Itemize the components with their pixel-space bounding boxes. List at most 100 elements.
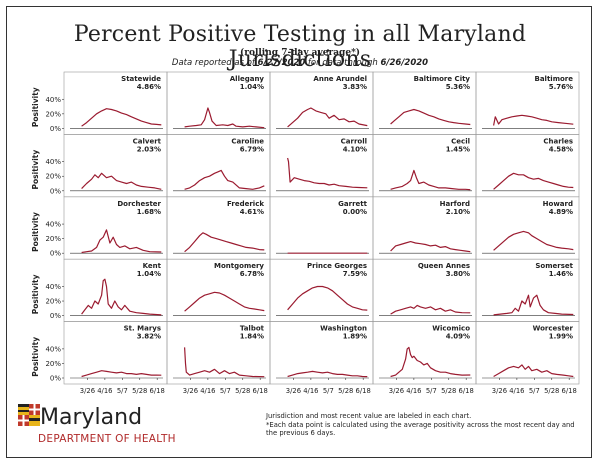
series-line <box>287 370 368 378</box>
x-tick-label: 6/18 <box>150 387 165 395</box>
panel-value: 4.10% <box>343 145 367 153</box>
series-line <box>81 370 162 378</box>
maryland-flag-icon <box>18 404 40 426</box>
series-line <box>287 285 368 311</box>
x-tick-label: 4/16 <box>200 387 215 395</box>
x-tick-label: 5/7 <box>323 387 334 395</box>
series-line <box>493 114 574 126</box>
y-tick-label: 0% <box>50 375 61 383</box>
x-tick-label: 3/26 <box>80 387 95 395</box>
y-tick-label: 20% <box>45 298 61 306</box>
x-tick-label: 5/28 <box>132 387 147 395</box>
y-tick-label: 20% <box>45 173 61 181</box>
panel-name: Baltimore <box>534 75 573 83</box>
y-tick-label: 40% <box>45 221 61 229</box>
series-line <box>493 364 574 378</box>
panel-name: Talbot <box>240 325 265 333</box>
x-tick-label: 5/7 <box>220 387 231 395</box>
panel-name: Carroll <box>341 137 367 145</box>
report-date: 6/27/2020 <box>257 58 306 68</box>
panel-value: 4.58% <box>549 145 573 153</box>
panel-value: 6.78% <box>240 270 264 278</box>
footnote: Jurisdiction and most recent value are l… <box>266 412 586 438</box>
panel-value: 1.46% <box>549 270 573 278</box>
x-tick-label: 5/28 <box>338 387 353 395</box>
panel-value: 3.80% <box>446 270 470 278</box>
y-axis-label: Positivity <box>31 150 40 190</box>
panel-value: 5.36% <box>446 83 470 91</box>
panel-name: Somerset <box>535 262 573 270</box>
x-tick-label: 3/26 <box>286 387 301 395</box>
panel-name: Wicomico <box>432 325 470 333</box>
series-line <box>493 294 574 316</box>
panel-name: Statewide <box>121 75 161 83</box>
y-tick-label: 40% <box>45 283 61 291</box>
y-tick-label: 40% <box>45 345 61 353</box>
page-subtitle: (rolling 7-day average*) <box>239 48 361 58</box>
panel-name: Garrett <box>338 200 367 208</box>
x-tick-label: 5/28 <box>544 387 559 395</box>
panel-value: 2.03% <box>137 145 161 153</box>
page-title: Percent Positive Testing in all Maryland… <box>73 22 527 72</box>
series-line <box>184 232 265 253</box>
x-tick-label: 4/16 <box>406 387 421 395</box>
y-tick-label: 40% <box>45 96 61 104</box>
panel-name: Worcester <box>533 325 574 333</box>
series-line <box>390 346 471 378</box>
panel-border <box>475 321 580 385</box>
series-line <box>287 157 368 189</box>
y-tick-label: 0% <box>50 312 61 320</box>
panel-name: Frederick <box>227 200 264 208</box>
panel-value: 1.04% <box>240 83 264 91</box>
series-line <box>493 230 574 251</box>
x-tick-label: 4/16 <box>303 387 318 395</box>
x-tick-label: 3/26 <box>389 387 404 395</box>
panel-name: Harford <box>440 200 470 208</box>
x-tick-label: 6/18 <box>253 387 268 395</box>
x-tick-label: 3/26 <box>183 387 198 395</box>
panel-value: 1.89% <box>343 333 367 341</box>
y-tick-label: 0% <box>50 125 61 133</box>
panel-value: 1.84% <box>240 333 264 341</box>
panel-value: 1.45% <box>446 145 470 153</box>
panel-value: 4.09% <box>446 333 470 341</box>
panel-value: 2.10% <box>446 208 470 216</box>
y-axis-label: Positivity <box>31 212 40 252</box>
y-tick-label: 20% <box>45 235 61 243</box>
panel-name: Charles <box>543 137 573 145</box>
y-axis-label: Positivity <box>31 87 40 127</box>
y-axis-label: Positivity <box>31 337 40 377</box>
panel-value: 3.83% <box>343 83 367 91</box>
y-tick-label: 20% <box>45 360 61 368</box>
panel-name: Calvert <box>133 137 162 145</box>
series-line <box>184 347 265 378</box>
series-line <box>390 169 471 191</box>
series-line <box>81 278 162 316</box>
through-date: 6/26/2020 <box>380 58 429 68</box>
panel: 0% 20% 40% Positivity 3/26 4/16 5/7 5/28 6/18 St.… <box>31 321 168 395</box>
series-line <box>184 169 265 190</box>
panel-value: 0.00% <box>343 208 367 216</box>
series-line <box>493 172 574 190</box>
logo-department: DEPARTMENT OF HEALTH <box>38 433 176 445</box>
footnote-line-1: Jurisdiction and most recent value are l… <box>266 412 472 420</box>
panel-name: Cecil <box>451 137 470 145</box>
y-tick-label: 20% <box>45 110 61 118</box>
panel-value: 3.82% <box>137 333 161 341</box>
y-tick-label: 0% <box>50 187 61 195</box>
